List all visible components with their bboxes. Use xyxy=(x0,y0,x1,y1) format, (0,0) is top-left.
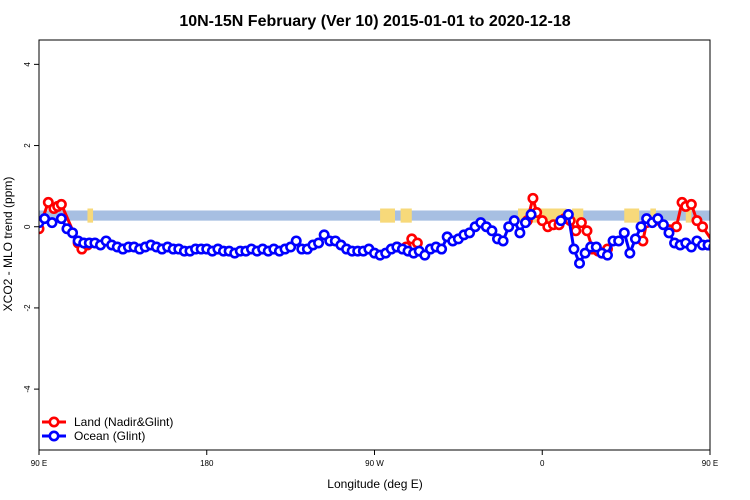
ocean-data-point xyxy=(715,245,723,253)
land-patch xyxy=(685,208,692,223)
axes-layer: 90 E 180 90 W 0 90 E -4 -2 0 2 4 xyxy=(23,39,718,468)
ocean-data-point xyxy=(290,235,302,247)
x-tick-label: 90 E xyxy=(702,459,718,468)
ocean-data-point xyxy=(708,242,710,252)
ocean-data-point xyxy=(497,235,509,247)
ocean-data-point xyxy=(613,235,625,247)
ocean-data-point xyxy=(514,227,526,239)
x-tick-label: 90 E xyxy=(31,459,47,468)
x-tick-label: 90 W xyxy=(365,459,384,468)
ocean-legend-marker xyxy=(48,430,60,442)
ocean-data-point xyxy=(562,209,574,221)
legend: Land (Nadir&Glint)Ocean (Glint) xyxy=(42,415,173,443)
ocean-data-point xyxy=(508,215,520,227)
ocean-data-point xyxy=(519,217,531,229)
land-data-point xyxy=(55,198,67,210)
y-tick-label: 2 xyxy=(23,143,32,148)
land-data-point xyxy=(697,221,709,233)
land-data-point xyxy=(708,238,710,248)
ocean-data-point xyxy=(737,247,745,255)
land-patch xyxy=(624,208,640,223)
y-tick-label: 4 xyxy=(23,62,32,67)
ocean-data-point xyxy=(721,247,729,255)
land-patch xyxy=(572,208,584,223)
land-data-point xyxy=(581,225,593,237)
ocean-data-point xyxy=(55,213,67,225)
ocean-data-point xyxy=(618,227,630,239)
ocean-data-point xyxy=(726,243,734,251)
land-data-point xyxy=(575,217,587,229)
ocean-data-point xyxy=(702,239,710,251)
land-data-point xyxy=(527,192,539,204)
ocean-data-point xyxy=(67,227,79,239)
ocean-data-point xyxy=(486,225,498,237)
ocean-data-point xyxy=(743,243,750,251)
ocean-data-point xyxy=(663,227,675,239)
ocean-series-line xyxy=(707,243,710,248)
land-legend-marker xyxy=(48,416,60,428)
ocean-data-point xyxy=(313,237,325,249)
y-tick-label: -2 xyxy=(23,304,32,312)
reference-band-layer xyxy=(39,210,710,221)
land-data-point xyxy=(715,245,723,253)
ocean-data-point xyxy=(657,219,669,231)
ocean-data-point xyxy=(629,233,641,245)
x-axis-label: Longitude (deg E) xyxy=(327,477,422,491)
ocean-data-point xyxy=(555,215,567,227)
ocean-data-point xyxy=(601,249,613,261)
ocean-data-point xyxy=(436,243,448,255)
x-tick-label: 180 xyxy=(200,459,214,468)
land-data-point xyxy=(685,198,697,210)
ocean-data-point xyxy=(46,217,58,229)
reference-band xyxy=(39,210,710,221)
ocean-data-point xyxy=(624,247,636,259)
ocean-data-point xyxy=(568,243,580,255)
x-tick-label: 0 xyxy=(540,459,545,468)
y-tick-label: 0 xyxy=(23,224,32,229)
ocean-data-point xyxy=(732,245,740,253)
land-patch xyxy=(650,208,656,223)
ocean-legend-label: Ocean (Glint) xyxy=(74,429,145,443)
y-tick-label: -4 xyxy=(23,385,32,393)
land-data-point xyxy=(670,221,682,233)
land-patch xyxy=(400,208,412,223)
chart-title: 10N-15N February (Ver 10) 2015-01-01 to … xyxy=(179,13,570,30)
land-legend-label: Land (Nadir&Glint) xyxy=(74,415,173,429)
ocean-data-point xyxy=(635,221,647,233)
series-layer xyxy=(39,192,750,269)
land-patch xyxy=(380,208,396,223)
y-axis-label: XCO2 - MLO trend (ppm) xyxy=(1,177,15,312)
land-patch xyxy=(87,208,94,223)
ocean-data-point xyxy=(574,257,586,269)
ocean-data-point xyxy=(525,209,537,221)
